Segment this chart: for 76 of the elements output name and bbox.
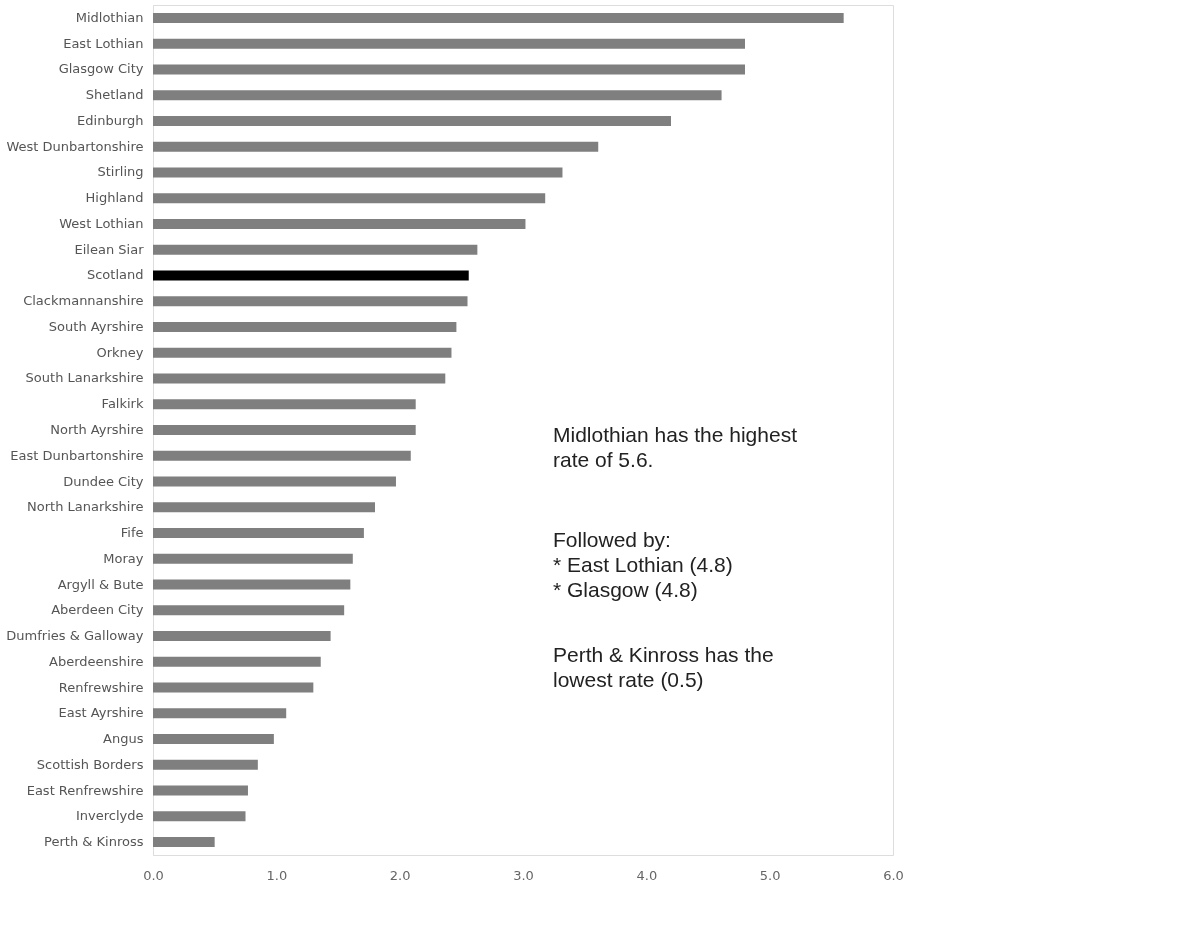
x-tick-label: 0.0 (143, 867, 164, 883)
y-tick-label: Falkirk (101, 396, 144, 412)
y-tick-label: Dundee City (63, 473, 144, 489)
bar (153, 90, 722, 101)
bar (153, 631, 331, 642)
bar (153, 811, 246, 822)
bar (153, 656, 321, 667)
y-tick-label: Fife (120, 525, 144, 541)
y-tick-label: West Lothian (59, 215, 144, 231)
bar (153, 785, 248, 796)
y-tick-label: East Ayrshire (58, 705, 144, 721)
y-tick-label: Aberdeen City (51, 602, 144, 618)
y-tick-label: North Lanarkshire (27, 499, 144, 515)
bar (153, 734, 274, 745)
bar (153, 579, 351, 590)
bar (153, 321, 457, 332)
bar (153, 553, 353, 564)
y-tick-label: East Dunbartonshire (10, 447, 144, 463)
y-tick-label: South Ayrshire (48, 318, 144, 334)
y-tick-label: Renfrewshire (58, 679, 144, 695)
y-tick-label: Aberdeenshire (49, 653, 144, 669)
bar (153, 64, 745, 75)
y-tick-label: North Ayrshire (50, 422, 144, 437)
y-tick-label: Glasgow City (58, 61, 144, 77)
bar (153, 141, 599, 152)
y-tick-label: Argyll & Bute (57, 576, 144, 592)
annotation: Followed by: * East Lothian (4.8) * Glasgow (4.8) (553, 528, 733, 601)
bar (153, 399, 416, 410)
bar (153, 502, 375, 513)
y-tick-label: Eilean Siar (74, 241, 145, 257)
y-tick-label: West Dunbartonshire (6, 138, 144, 154)
x-tick-label: 3.0 (513, 867, 534, 883)
bar (153, 167, 563, 178)
y-tick-label: Inverclyde (75, 808, 144, 824)
bar (153, 115, 671, 126)
y-tick-label: Dumfries & Galloway (6, 628, 144, 644)
y-tick-label: Scotland (86, 267, 144, 283)
bar (153, 605, 345, 616)
bar (153, 296, 468, 307)
bar (153, 837, 215, 848)
bar (153, 193, 546, 204)
y-tick-label: South Lanarkshire (25, 370, 144, 386)
x-tick-label: 4.0 (636, 867, 658, 883)
bar (153, 450, 411, 461)
bar (153, 759, 258, 770)
bar (153, 373, 446, 384)
x-tick-label: 2.0 (389, 867, 411, 883)
y-tick-label: Moray (103, 550, 144, 566)
x-tick-label: 1.0 (266, 867, 288, 883)
x-tick-label: 6.0 (883, 867, 904, 883)
bar (153, 12, 844, 23)
y-tick-label: Orkney (96, 344, 144, 360)
y-tick-label: Shetland (85, 87, 144, 103)
y-tick-label: Perth & Kinross (44, 834, 144, 850)
annotation: Perth & Kinross has the lowest rate (0.5) (553, 643, 774, 691)
bar (153, 270, 469, 281)
bar (153, 38, 745, 49)
bar (153, 708, 287, 719)
y-tick-label: Edinburgh (77, 112, 144, 128)
y-tick-label: Scottish Borders (36, 756, 144, 772)
bar (153, 347, 452, 358)
bar (153, 476, 396, 487)
bar (153, 682, 314, 693)
y-tick-label: Stirling (97, 164, 144, 180)
annotation: Midlothian has the highest rate of 5.6. (553, 423, 798, 471)
y-tick-label: Midlothian (75, 9, 144, 25)
y-tick-label: Highland (85, 190, 144, 206)
bar (153, 528, 364, 539)
x-tick-label: 5.0 (759, 867, 781, 883)
y-tick-label: East Lothian (63, 35, 144, 51)
bar (153, 218, 526, 229)
bar (153, 425, 416, 435)
y-tick-label: East Renfrewshire (26, 782, 144, 798)
y-tick-label: Angus (103, 731, 144, 747)
bar (153, 244, 478, 255)
y-tick-label: Clackmannanshire (23, 293, 144, 309)
